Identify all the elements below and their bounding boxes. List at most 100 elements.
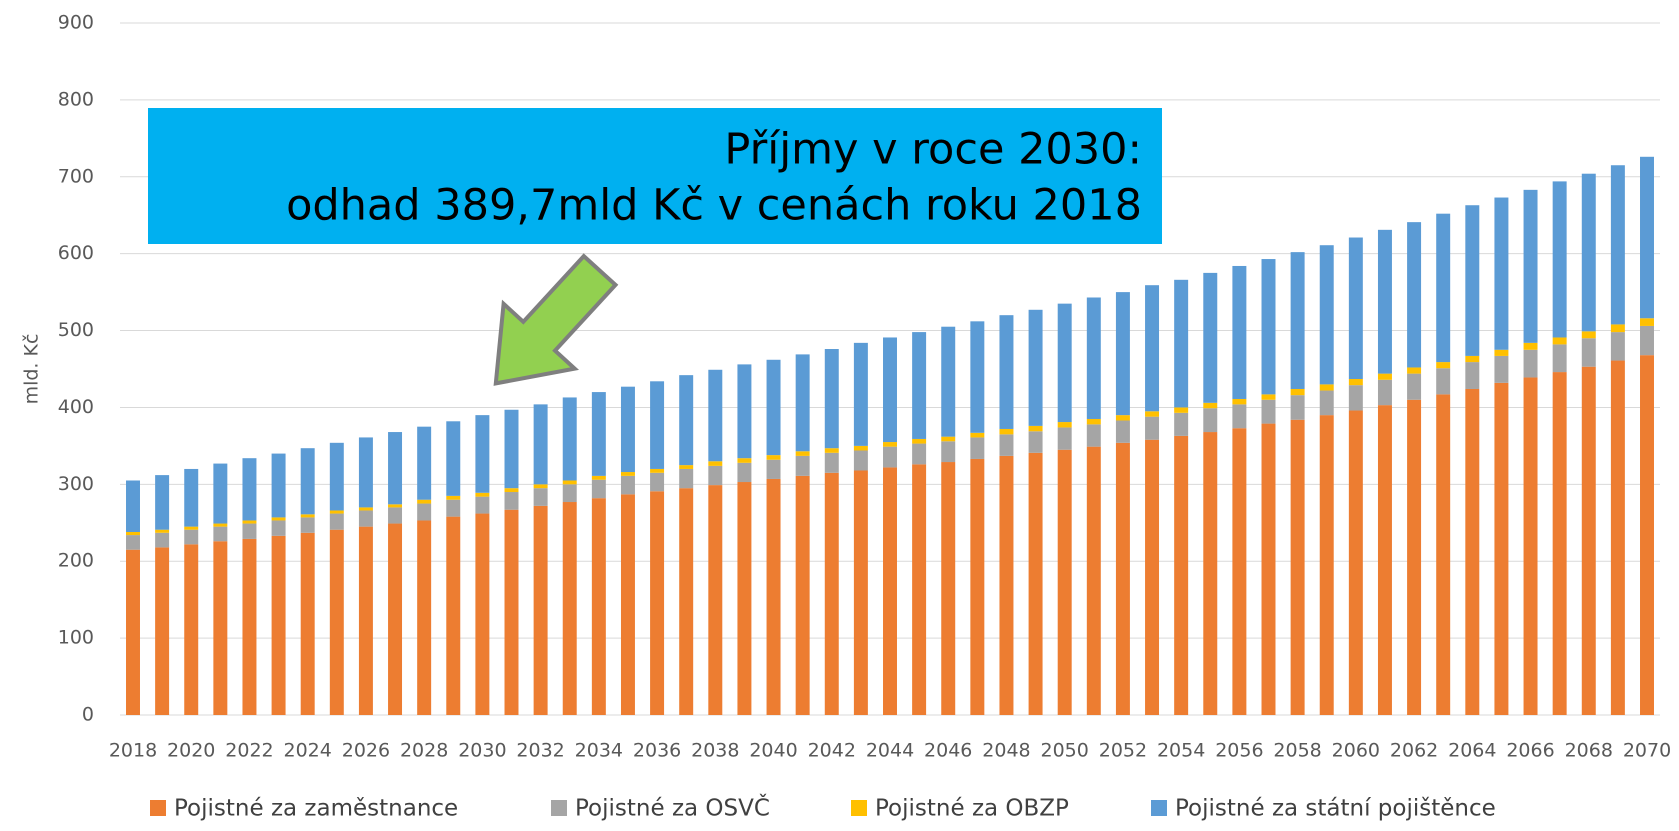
bar-segment [883, 337, 897, 443]
bar-segment [650, 381, 665, 469]
bar-segment [446, 516, 461, 715]
bar-segment [737, 482, 752, 715]
x-tick-label: 2056 [1215, 740, 1263, 762]
bar-segment [1494, 355, 1509, 383]
bar-segment [999, 455, 1014, 715]
bar-segment [650, 468, 665, 473]
bar-segment [795, 451, 810, 456]
bar-segment [504, 509, 519, 715]
bar-segment [1465, 355, 1480, 363]
bar-segment [126, 532, 140, 536]
bar-segment [1610, 332, 1625, 361]
bar-segment [1232, 404, 1247, 429]
x-tick-label: 2062 [1390, 740, 1438, 762]
x-tick-label: 2060 [1332, 740, 1380, 762]
bar-segment [970, 437, 985, 459]
arrow [493, 253, 619, 386]
x-tick-label: 2048 [982, 740, 1030, 762]
y-axis-label: mld. Kč [21, 334, 43, 405]
bar-segment [1115, 420, 1130, 443]
x-tick-label: 2064 [1448, 740, 1496, 762]
bar-segment [1145, 411, 1160, 417]
bar-segment [1203, 408, 1218, 433]
bar-segment [1290, 252, 1305, 389]
bar-segment [1028, 425, 1043, 432]
bar-segment [1057, 303, 1072, 423]
y-tick-label: 400 [58, 396, 94, 418]
y-tick-label: 100 [58, 627, 94, 649]
bar-segment [417, 520, 432, 715]
bar-segment [126, 480, 140, 533]
bar-segment [1232, 398, 1247, 405]
x-tick-label: 2018 [109, 740, 157, 762]
bar-segment [1377, 405, 1392, 715]
bar-segment [1523, 349, 1538, 378]
bar-segment [475, 415, 490, 493]
bar-segment [213, 526, 228, 542]
bar-segment [1407, 373, 1422, 400]
y-tick-label: 900 [58, 12, 94, 34]
bar-segment [446, 499, 461, 517]
bar-segment [184, 468, 199, 527]
bar-segment [1319, 384, 1334, 391]
x-tick-label: 2036 [633, 740, 681, 762]
bar-segment [358, 510, 373, 527]
bar-segment [1261, 423, 1276, 715]
bar-segment [970, 321, 985, 433]
bar-segment [155, 475, 170, 530]
bar-segment [679, 488, 694, 715]
bar-segment [184, 529, 199, 545]
legend-swatch [1151, 800, 1167, 816]
x-tick-label: 2042 [808, 740, 856, 762]
callout-box [148, 108, 1162, 244]
bar-segment [679, 468, 694, 489]
bar-segment [1465, 362, 1480, 389]
bar-segment [1610, 324, 1625, 333]
bar-segment [1610, 360, 1625, 715]
bar-segment [1348, 378, 1363, 386]
x-tick-label: 2040 [749, 740, 797, 762]
bar-segment [446, 495, 461, 500]
bar-segment [912, 332, 927, 439]
bar-segment [1436, 213, 1451, 363]
bar-segment [1552, 337, 1567, 345]
bar-segment [1348, 237, 1363, 379]
x-tick-label: 2032 [516, 740, 564, 762]
bar-segment [271, 535, 286, 715]
bar-segment [358, 526, 373, 715]
x-tick-label: 2034 [575, 740, 623, 762]
bar-segment [853, 450, 868, 471]
y-tick-label: 800 [58, 88, 94, 110]
x-tick-label: 2070 [1623, 740, 1671, 762]
bar-segment [620, 475, 635, 495]
bar-segment [883, 442, 897, 447]
bar-segment [795, 455, 810, 476]
bar-segment [1407, 222, 1422, 368]
bar-segment [1552, 372, 1567, 715]
bar-segment [562, 397, 577, 481]
bar-segment [1348, 410, 1363, 715]
bar-segment [766, 478, 781, 715]
bar-segment [941, 436, 956, 442]
bar-segment [329, 513, 344, 530]
bar-segment [1640, 325, 1654, 356]
bar-segment [737, 458, 752, 463]
bar-segment [795, 475, 810, 715]
bar-segment [1232, 265, 1247, 399]
bar-segment [184, 544, 199, 715]
bar-segment [824, 349, 839, 449]
bar-segment [1028, 309, 1043, 426]
bar-segment [1407, 399, 1422, 715]
bar-segment [1494, 197, 1509, 350]
bar-segment [1640, 355, 1654, 715]
x-tick-label: 2026 [342, 740, 390, 762]
bar-segment [591, 475, 606, 480]
legend-label: Pojistné za OSVČ [575, 794, 770, 822]
bar-segment [533, 488, 548, 506]
bar-segment [1086, 424, 1101, 447]
bar-segment [213, 463, 228, 524]
bar-segment [300, 514, 315, 518]
bar-segment [155, 529, 170, 533]
bar-segment [970, 432, 985, 438]
bar-segment [329, 442, 344, 511]
